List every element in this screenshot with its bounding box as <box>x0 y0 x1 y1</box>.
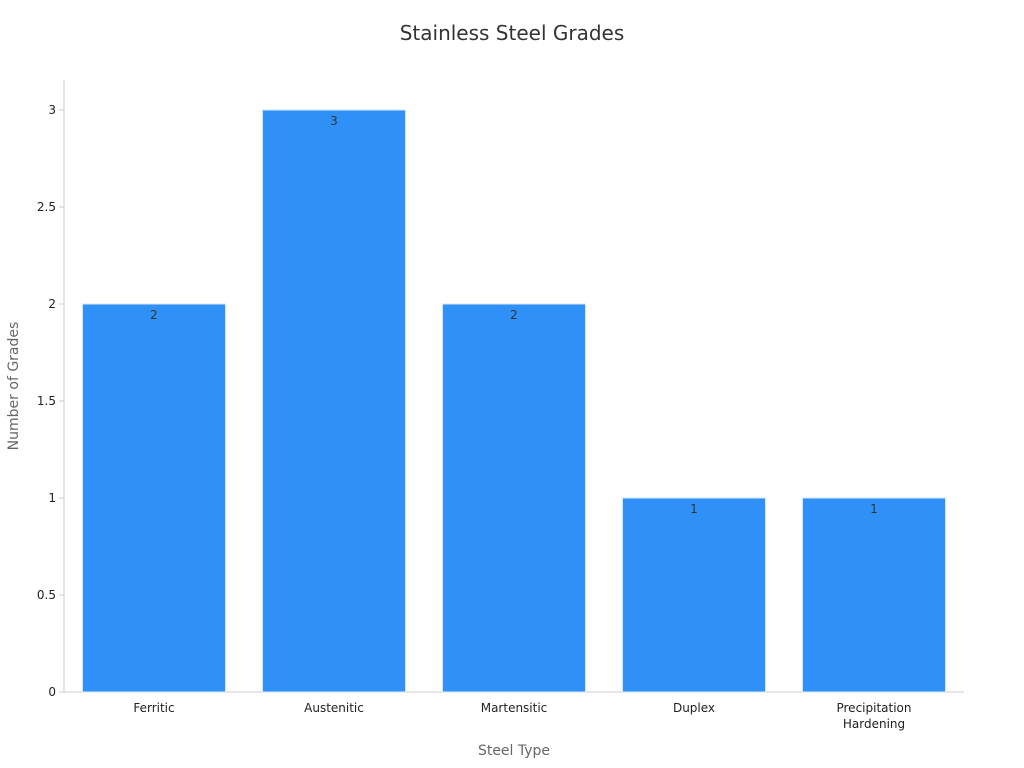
bar <box>262 109 406 693</box>
y-tick-label: 1.5 <box>37 394 56 408</box>
bar <box>442 303 586 693</box>
x-tick-label: Precipitation <box>836 701 911 715</box>
bar-value-label: 3 <box>330 114 338 128</box>
bar <box>82 303 226 693</box>
chart-title: Stainless Steel Grades <box>400 21 625 45</box>
x-tick-label: Austenitic <box>304 701 364 715</box>
bar <box>802 497 946 693</box>
bar-value-label: 2 <box>510 308 518 322</box>
x-tick-label: Duplex <box>673 701 715 715</box>
bar-value-label: 1 <box>870 502 878 516</box>
y-tick-label: 0 <box>48 685 56 699</box>
bar-value-label: 2 <box>150 308 158 322</box>
x-axis-ticks: Ferritic Austenitic Martensitic Duplex Preci… <box>133 701 911 731</box>
x-tick-label: Ferritic <box>133 701 174 715</box>
data-labels: 2 3 2 1 1 <box>150 114 878 516</box>
bar <box>622 497 766 693</box>
y-tick-label: 0.5 <box>37 588 56 602</box>
x-tick-label: Hardening <box>843 717 905 731</box>
y-tick-label: 2 <box>48 297 56 311</box>
y-axis-ticks: 0 0.5 1 1.5 2 2.5 3 <box>37 103 64 699</box>
y-tick-label: 3 <box>48 103 56 117</box>
bar-series <box>82 109 946 693</box>
x-axis-title: Steel Type <box>478 743 550 759</box>
y-axis-title: Number of Grades <box>6 322 22 451</box>
y-tick-label: 2.5 <box>37 200 56 214</box>
y-tick-label: 1 <box>48 491 56 505</box>
bar-value-label: 1 <box>690 502 698 516</box>
x-tick-label: Martensitic <box>481 701 548 715</box>
